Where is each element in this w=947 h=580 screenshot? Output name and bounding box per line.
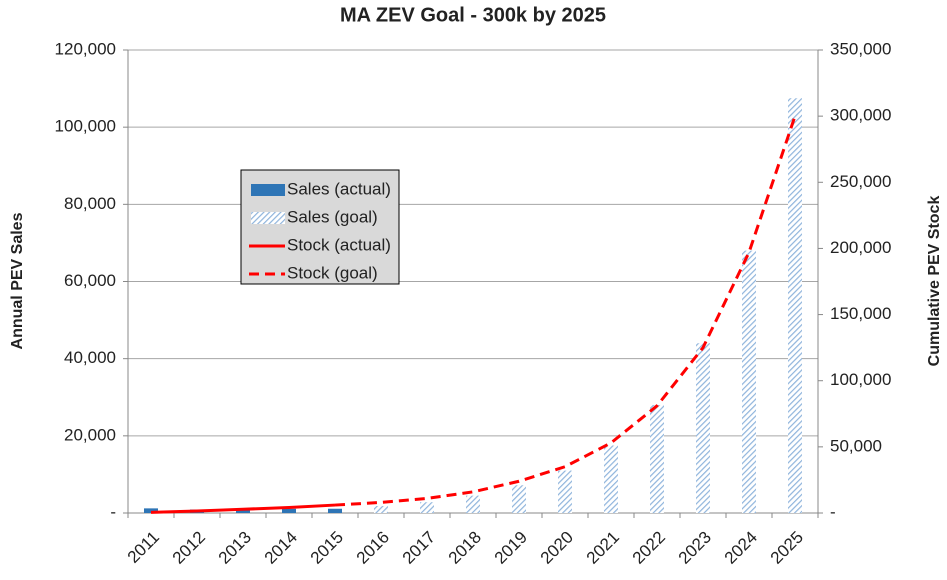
bar — [742, 250, 756, 513]
y2-tick-label: 200,000 — [830, 238, 891, 257]
y2-axis-label: Cumulative PEV Stock — [926, 196, 943, 367]
bar — [328, 508, 342, 513]
bar — [558, 470, 572, 513]
bar — [282, 508, 296, 513]
bar — [604, 445, 618, 513]
x-tick-label: 2015 — [307, 528, 347, 568]
y2-tick-label: 300,000 — [830, 106, 891, 125]
y2-tick-label: 150,000 — [830, 304, 891, 323]
bar — [696, 343, 710, 513]
x-tick-label: 2023 — [675, 528, 715, 568]
x-tick-label: 2011 — [124, 528, 163, 567]
y2-tick-label: 250,000 — [830, 172, 891, 191]
y-axis-label: Annual PEV Sales — [9, 212, 26, 349]
bar — [512, 485, 526, 513]
legend-label: Sales (actual) — [287, 179, 391, 198]
legend-swatch — [251, 212, 285, 224]
x-tick-label: 2017 — [399, 528, 439, 568]
chart-title: MA ZEV Goal - 300k by 2025 — [340, 4, 606, 26]
x-tick-label: 2018 — [445, 528, 485, 568]
x-tick-label: 2024 — [721, 528, 761, 568]
line — [150, 503, 336, 514]
line — [334, 115, 797, 507]
x-tick-label: 2016 — [353, 528, 393, 568]
y2-tick-label: 50,000 — [830, 436, 882, 455]
bar — [144, 508, 158, 513]
y2-tick-label: - — [830, 502, 836, 521]
bar — [374, 506, 388, 513]
legend-label: Stock (goal) — [287, 263, 378, 282]
legend-label: Sales (goal) — [287, 207, 378, 226]
bar — [466, 495, 480, 513]
x-tick-label: 2020 — [537, 528, 577, 568]
x-tick-label: 2012 — [169, 528, 209, 568]
legend-label: Stock (actual) — [287, 235, 391, 254]
y2-tick-label: 100,000 — [830, 370, 891, 389]
y-tick-label: 80,000 — [64, 194, 116, 213]
bar — [650, 404, 664, 513]
bar — [420, 502, 434, 513]
x-tick-label: 2013 — [215, 528, 255, 568]
y-tick-label: 40,000 — [64, 348, 116, 367]
y-tick-label: 120,000 — [55, 39, 116, 58]
x-tick-label: 2019 — [491, 528, 531, 568]
x-tick-label: 2025 — [767, 528, 807, 568]
y-tick-label: 100,000 — [55, 117, 116, 136]
legend-swatch — [251, 184, 285, 196]
bar — [236, 509, 250, 513]
y-tick-label: - — [110, 502, 116, 521]
y-tick-label: 60,000 — [64, 271, 116, 290]
x-tick-label: 2022 — [629, 528, 669, 568]
y2-tick-label: 350,000 — [830, 39, 891, 58]
x-tick-label: 2014 — [261, 528, 301, 568]
y-tick-label: 20,000 — [64, 425, 116, 444]
x-tick-label: 2021 — [583, 528, 623, 568]
bar — [788, 98, 802, 514]
